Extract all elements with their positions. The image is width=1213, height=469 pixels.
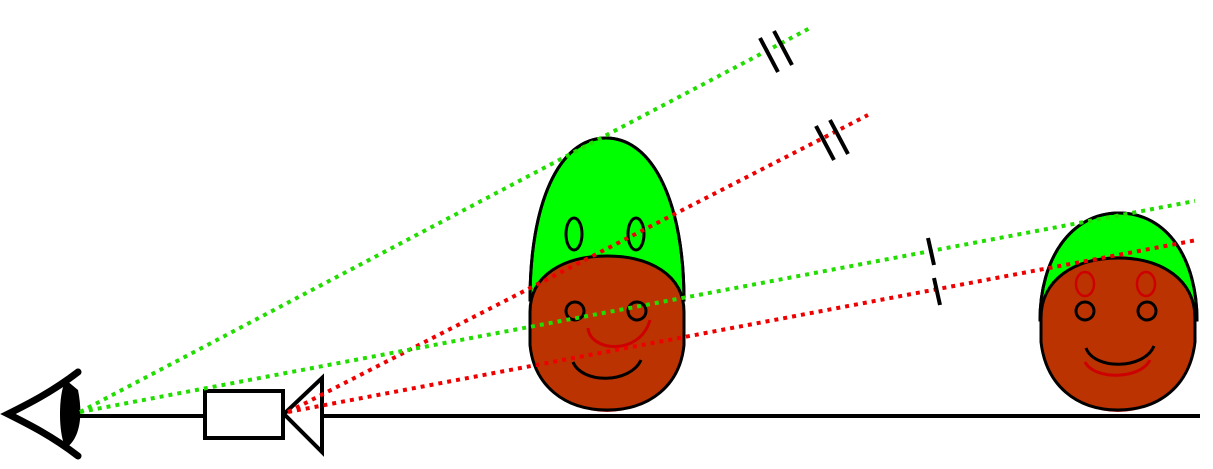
far-figure [1038,211,1199,412]
tick-green-lower [926,237,936,266]
tick-marks [758,30,942,306]
far-green-right-eye [1135,270,1157,298]
far-red-left-eye [1074,300,1096,322]
green-ray-upper [79,25,813,414]
near-red-head-overlay [528,254,686,412]
rays [79,25,1198,414]
tick-green-upper-1 [758,37,780,73]
tick-red-upper-2 [828,119,850,155]
near-red-mouth [571,359,643,380]
near-green-left-eye [564,216,584,252]
eye-icon [0,368,82,460]
green-ray-lower [79,199,1196,414]
far-red-mouth [1084,345,1156,366]
camera-icon [203,373,324,457]
near-red-right-eye [626,300,648,322]
red-ray-upper [287,113,869,414]
near-green-mouth [586,319,652,348]
tick-red-upper-1 [814,125,836,161]
far-green-mouth [1083,359,1152,377]
far-green-left-eye [1074,270,1096,298]
far-red-right-eye [1136,300,1158,322]
near-figure [528,136,686,412]
tick-green-upper-2 [772,30,794,66]
near-red-left-eye [564,300,586,322]
red-ray-lower [287,238,1198,414]
far-red-head-overlay [1039,256,1197,412]
tick-red-lower [932,277,942,306]
near-green-right-eye [626,216,646,252]
